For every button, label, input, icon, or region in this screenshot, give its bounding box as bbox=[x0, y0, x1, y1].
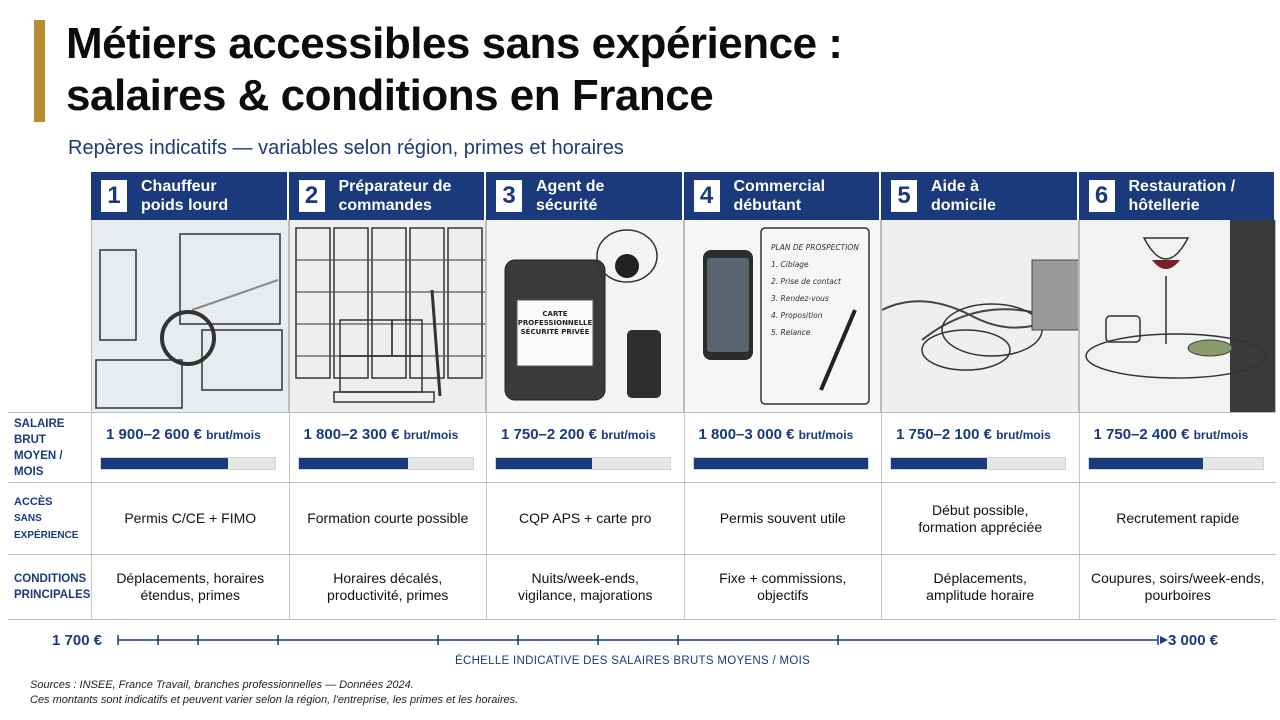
job-title: Commercial débutant bbox=[733, 178, 826, 214]
salary-scale: 1 700 € 3 000 € ÉCHELLE INDICATIVE DES S… bbox=[0, 620, 1280, 670]
warehouse-pallet-icon bbox=[288, 220, 486, 412]
salary-range: 1 750–2 400 € brut/mois bbox=[1093, 425, 1249, 443]
job-title: Chauffeur poids lourd bbox=[141, 178, 229, 214]
job-title: Aide à domicile bbox=[931, 178, 996, 214]
scale-max: 3 000 € bbox=[1168, 632, 1219, 649]
salary-bar-track bbox=[297, 456, 474, 470]
truck-cab-icon bbox=[91, 220, 289, 412]
salary-bar-fill bbox=[891, 457, 987, 469]
job-number: 1 bbox=[101, 180, 127, 212]
salary-unit: brut/mois bbox=[206, 427, 261, 442]
salary-bar-fill bbox=[101, 457, 229, 469]
conditions-cell: Horaires décalés, productivité, primes bbox=[288, 555, 487, 619]
salary-cell: 1 750–2 200 € brut/mois bbox=[486, 413, 684, 482]
job-header-5: 5 Aide à domicile bbox=[881, 172, 1079, 220]
sources-note: Sources : INSEE, France Travail, branche… bbox=[30, 679, 519, 706]
salary-range: 1 750–2 200 € brut/mois bbox=[501, 425, 656, 443]
job-title: Préparateur de commandes bbox=[338, 178, 452, 214]
job-number: 3 bbox=[496, 180, 522, 212]
conditions-row-label: CONDITIONS PRINCIPALES bbox=[14, 573, 91, 601]
conditions-cell: Nuits/week-ends, vigilance, majorations bbox=[486, 555, 684, 619]
job-header-1: 1 Chauffeur poids lourd bbox=[91, 172, 289, 220]
helping-hands-icon bbox=[881, 220, 1079, 412]
title-line-1: Métiers accessibles sans expérience : bbox=[66, 19, 843, 68]
job-number: 2 bbox=[298, 180, 325, 212]
conditions-row: CONDITIONS PRINCIPALES Déplacements, hora… bbox=[8, 554, 1276, 620]
conditions-cell: Coupures, soirs/week-ends, pourboires bbox=[1078, 555, 1277, 619]
page-subtitle: Repères indicatifs — variables selon rég… bbox=[68, 137, 624, 159]
job-number: 4 bbox=[693, 180, 720, 212]
tray-wine-icon bbox=[1078, 220, 1276, 412]
salary-bar-fill bbox=[496, 457, 592, 469]
salary-bar-fill bbox=[298, 457, 409, 469]
security-badge-icon: CARTE PROFESSIONNELLE SÉCURITÉ PRIVÉE bbox=[486, 220, 684, 412]
salary-bar-fill bbox=[693, 457, 868, 469]
salary-range: 1 900–2 600 € brut/mois bbox=[106, 425, 261, 443]
jobs-illustration-row: CARTE PROFESSIONNELLE SÉCURITÉ PRIVÉE PLAN … bbox=[91, 220, 1276, 412]
title-accent-bar bbox=[34, 20, 45, 122]
job-header-3: 3 Agent de sécurité bbox=[486, 172, 684, 220]
salary-bar-track bbox=[1087, 456, 1264, 470]
salary-cell: 1 750–2 400 € brut/mois bbox=[1078, 413, 1277, 482]
job-title: Agent de sécurité bbox=[536, 178, 605, 214]
salary-range: 1 750–2 100 € brut/mois bbox=[896, 425, 1051, 443]
conditions-cell: Fixe + commissions, objectifs bbox=[683, 555, 882, 619]
title-line-2: salaires & conditions en France bbox=[66, 71, 714, 120]
scale-min: 1 700 € bbox=[52, 632, 103, 649]
salary-unit: brut/mois bbox=[1193, 427, 1249, 442]
salary-cell: 1 800–3 000 € brut/mois bbox=[683, 413, 882, 482]
scale-caption: ÉCHELLE INDICATIVE DES SALAIRES BRUTS MO… bbox=[455, 655, 811, 667]
access-cell: Formation courte possible bbox=[288, 483, 487, 554]
access-row-label: ACCÈS SANS EXPÉRIENCE bbox=[14, 495, 79, 541]
job-number: 6 bbox=[1088, 180, 1115, 212]
access-cell: Recrutement rapide bbox=[1078, 483, 1277, 554]
salary-cell: 1 750–2 100 € brut/mois bbox=[881, 413, 1079, 482]
salary-range: 1 800–3 000 € brut/mois bbox=[698, 425, 854, 443]
salary-bar-track bbox=[890, 456, 1066, 470]
salary-range: 1 800–2 300 € brut/mois bbox=[303, 425, 459, 443]
access-cell: Permis C/CE + FIMO bbox=[91, 483, 289, 554]
salary-bar-track bbox=[495, 456, 671, 470]
salary-bar-fill bbox=[1088, 457, 1204, 469]
page-title: Métiers accessibles sans expérience : sa… bbox=[66, 18, 843, 122]
conditions-cell: Déplacements, amplitude horaire bbox=[881, 555, 1079, 619]
jobs-header-row: 1 Chauffeur poids lourd 2 Préparateur de comm… bbox=[91, 172, 1276, 220]
job-header-6: 6 Restauration / hôtellerie bbox=[1078, 172, 1276, 220]
salary-cell: 1 900–2 600 € brut/mois bbox=[91, 413, 289, 482]
job-header-2: 2 Préparateur de commandes bbox=[288, 172, 486, 220]
notebook-phone-icon: PLAN DE PROSPECTION 1. Ciblage 2. Prise de… bbox=[683, 220, 881, 412]
access-cell: Début possible, formation appréciée bbox=[881, 483, 1079, 554]
job-title: Restauration / hôtellerie bbox=[1128, 178, 1236, 214]
access-row: ACCÈS SANS EXPÉRIENCE Permis C/CE + FIMO F… bbox=[8, 482, 1276, 554]
salary-cell: 1 800–2 300 € brut/mois bbox=[288, 413, 487, 482]
access-cell: Permis souvent utile bbox=[683, 483, 882, 554]
salary-bar-track bbox=[692, 456, 869, 470]
salary-unit: brut/mois bbox=[403, 427, 459, 442]
scale-axis bbox=[117, 635, 1168, 645]
salary-unit: brut/mois bbox=[798, 427, 854, 442]
job-header-4: 4 Commercial débutant bbox=[683, 172, 881, 220]
conditions-cell: Déplacements, horaires étendus, primes bbox=[91, 555, 289, 619]
salary-unit: brut/mois bbox=[996, 427, 1051, 442]
salary-unit: brut/mois bbox=[601, 427, 656, 442]
access-cell: CQP APS + carte pro bbox=[486, 483, 684, 554]
salary-bar-track bbox=[100, 456, 276, 470]
job-number: 5 bbox=[891, 180, 917, 212]
salary-row: SALAIRE BRUT MOYEN / MOIS 1 900–2 600 € b… bbox=[8, 412, 1276, 482]
salary-row-label: SALAIRE BRUT MOYEN / MOIS bbox=[14, 417, 65, 478]
